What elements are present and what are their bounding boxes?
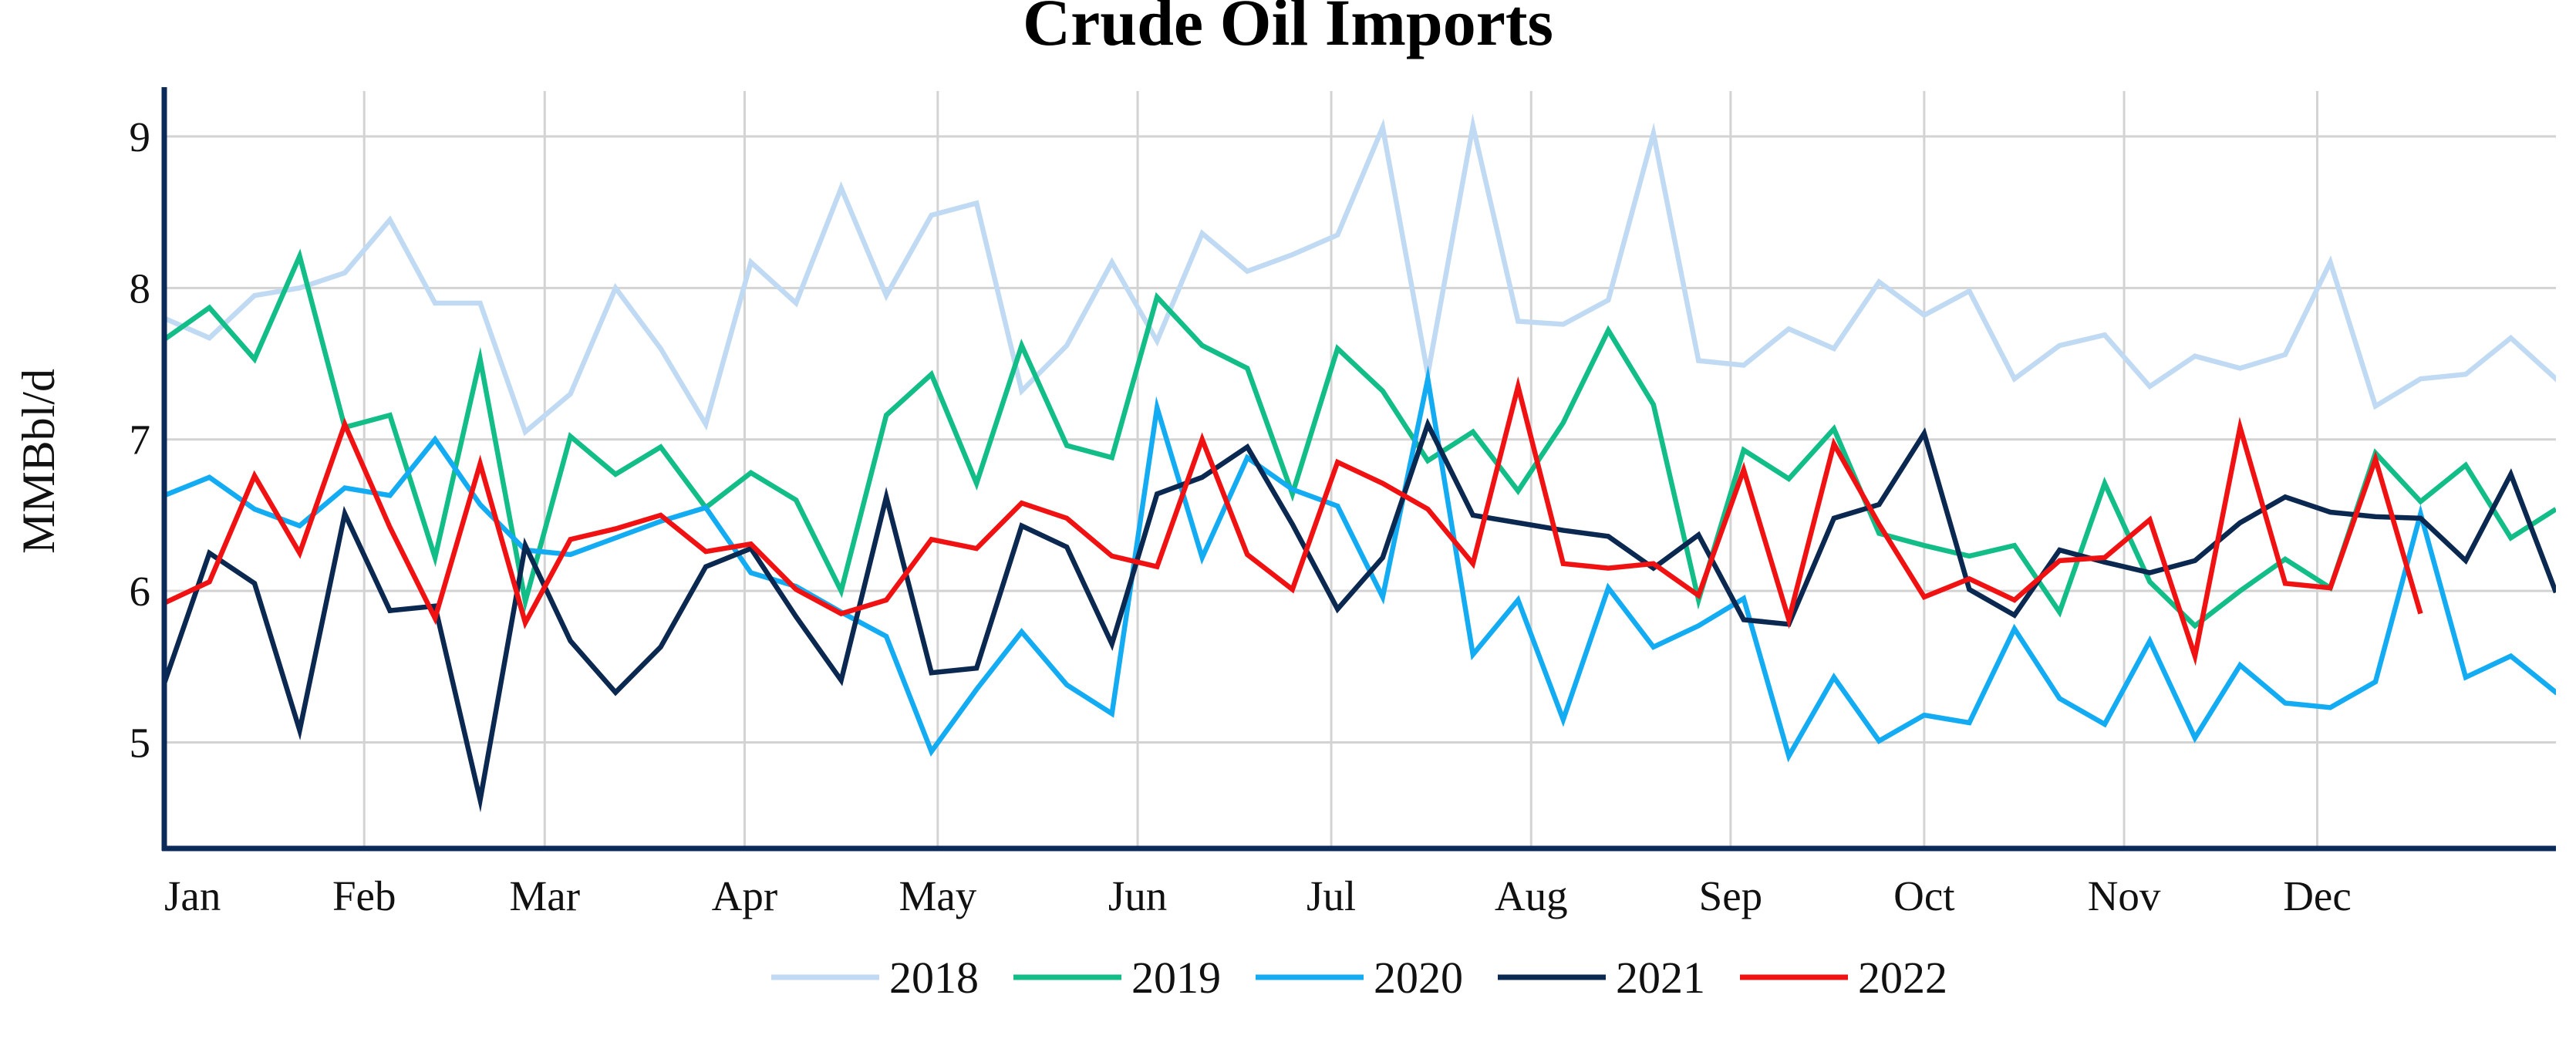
series-layer <box>164 113 2556 813</box>
x-tick-label: Mar <box>509 872 580 919</box>
series-line-2022 <box>164 376 2423 666</box>
x-tick-label: Oct <box>1893 872 1954 919</box>
series-line-2021 <box>164 417 2556 813</box>
legend-label-2020: 2020 <box>1374 953 1463 1003</box>
x-tick-label: Jan <box>164 872 221 919</box>
chart-title: Crude Oil Imports <box>1023 0 1553 59</box>
x-tick-label: Aug <box>1495 872 1568 919</box>
x-tick-label: Dec <box>2283 872 2352 919</box>
legend-label-2019: 2019 <box>1131 953 1221 1003</box>
legend-label-2018: 2018 <box>889 953 979 1003</box>
y-tick-label: 5 <box>130 720 151 767</box>
x-tick-label: Jul <box>1307 872 1356 919</box>
x-tick-label: May <box>899 872 976 919</box>
tick-layer: 5 6 7 8 9 Jan Feb Mar Apr May Jun Jul Aug Sep Oct Nov De… <box>130 113 2352 919</box>
x-tick-label: Jun <box>1108 872 1167 919</box>
y-tick-label: 9 <box>130 113 151 160</box>
y-tick-label: 8 <box>130 265 151 312</box>
y-axis-label: MMBbl/d <box>13 369 64 554</box>
legend-label-2021: 2021 <box>1616 953 1705 1003</box>
x-tick-label: Nov <box>2088 872 2161 919</box>
x-tick-label: Feb <box>332 872 396 919</box>
legend-label-2022: 2022 <box>1858 953 1947 1003</box>
y-tick-label: 6 <box>130 568 151 615</box>
axis-layer <box>161 87 2556 852</box>
x-tick-label: Apr <box>712 872 778 919</box>
series-line-2020 <box>164 365 2556 763</box>
series-line-2019 <box>164 248 2556 629</box>
series-line-2018 <box>164 113 2556 437</box>
legend: 2018 2019 2020 2021 2022 <box>771 953 1947 1003</box>
y-tick-label: 7 <box>130 417 151 464</box>
x-tick-label: Sep <box>1699 872 1763 919</box>
grid-layer <box>164 91 2556 848</box>
